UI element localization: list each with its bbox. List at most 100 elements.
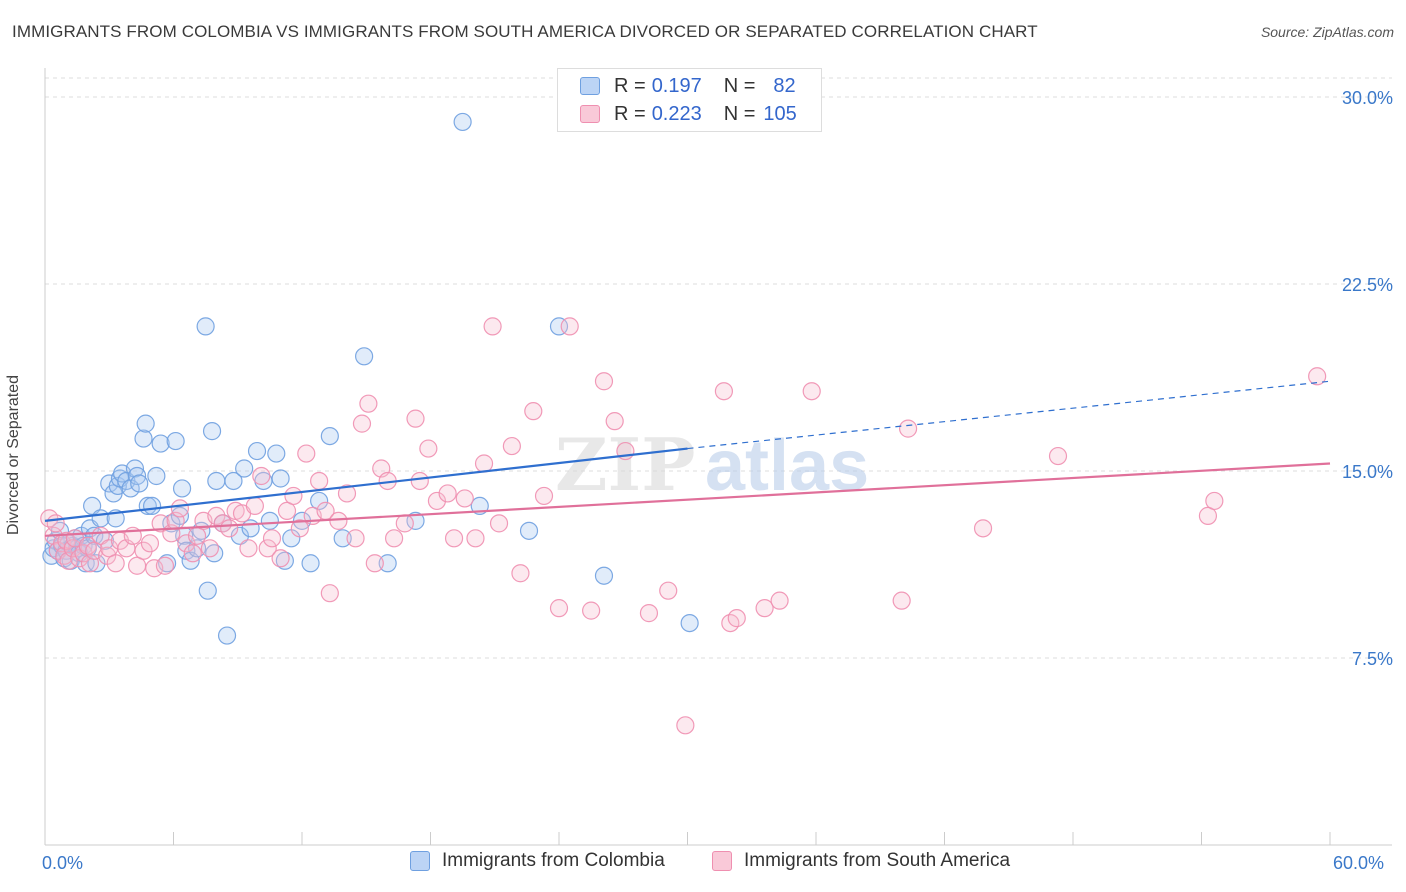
point-colombia	[453, 112, 472, 132]
legend-n-value: 105	[763, 102, 797, 125]
x-tick-label-max: 60.0%	[1333, 853, 1385, 873]
point-south-america	[410, 471, 429, 491]
point-south-america	[365, 554, 384, 573]
y-tick-label: 7.5%	[1352, 649, 1393, 669]
watermark: ZIP atlas	[555, 422, 869, 507]
point-colombia	[166, 431, 185, 451]
point-colombia	[310, 491, 329, 511]
point-south-america	[220, 519, 239, 538]
trend-line-colombia	[44, 447, 688, 522]
point-south-america	[534, 486, 554, 506]
point-south-america	[770, 591, 789, 610]
point-colombia	[136, 414, 155, 433]
point-south-america	[406, 409, 425, 428]
point-south-america	[802, 382, 821, 401]
point-colombia	[247, 441, 267, 461]
point-south-america	[145, 559, 164, 578]
point-south-america	[594, 372, 614, 391]
grid-lines	[45, 77, 1392, 659]
point-south-america	[676, 716, 695, 735]
trend-line-colombia-extension	[687, 380, 1331, 450]
point-south-america	[297, 444, 316, 463]
point-south-america	[320, 584, 339, 603]
point-south-america	[352, 414, 372, 433]
trend-line-south-america	[44, 462, 1331, 537]
point-colombia	[85, 526, 104, 545]
point-colombia	[202, 422, 222, 441]
point-colombia	[130, 474, 149, 493]
point-colombia	[271, 469, 290, 488]
point-colombia	[378, 554, 397, 573]
legend-swatch-colombia	[410, 851, 430, 871]
y-tick-label: 22.5%	[1342, 275, 1393, 295]
legend-item-colombia: Immigrants from Colombia	[410, 850, 665, 872]
point-south-america	[337, 484, 357, 503]
point-south-america	[245, 496, 264, 516]
point-south-america	[262, 529, 282, 548]
point-south-america	[1205, 491, 1224, 511]
point-south-america	[639, 604, 659, 623]
point-south-america	[489, 514, 509, 533]
y-tick-labels: 7.5% 15.0% 22.5% 30.0%	[1342, 88, 1393, 669]
point-south-america	[483, 317, 502, 336]
legend-swatch-south-america	[712, 851, 732, 871]
point-south-america	[605, 412, 624, 431]
x-tick-label-min: 0.0%	[42, 853, 84, 873]
point-south-america	[46, 514, 65, 533]
point-south-america	[474, 454, 494, 473]
point-south-america	[310, 471, 329, 491]
legend-r-value: 0.197	[651, 74, 702, 97]
point-colombia	[594, 566, 614, 585]
point-colombia	[230, 526, 249, 545]
point-south-america	[455, 489, 474, 508]
point-south-america	[395, 514, 414, 533]
point-south-america	[271, 549, 290, 568]
legend-row-colombia: R = 0.197 N = 82	[558, 73, 796, 99]
point-south-america	[207, 506, 226, 525]
point-south-america	[714, 382, 734, 401]
legend-n-label: N =	[723, 102, 756, 125]
point-south-america	[892, 591, 911, 610]
point-colombia	[224, 471, 243, 491]
point-colombia	[196, 317, 215, 336]
point-colombia	[519, 521, 539, 540]
point-south-america	[106, 554, 125, 573]
point-colombia	[301, 554, 320, 573]
point-south-america	[444, 529, 464, 548]
point-colombia	[127, 466, 147, 486]
legend-r-label: R =	[614, 102, 646, 125]
point-south-america	[973, 519, 993, 538]
point-south-america	[438, 484, 457, 503]
y-tick-label: 30.0%	[1342, 88, 1393, 108]
point-colombia	[355, 347, 374, 366]
point-colombia	[235, 459, 254, 478]
point-colombia	[125, 459, 145, 478]
watermark-zip: ZIP	[555, 422, 695, 507]
point-south-america	[755, 599, 774, 618]
point-colombia	[134, 429, 153, 448]
legend-item-south-america: Immigrants from South America	[712, 850, 1010, 872]
series-legend: Immigrants from Colombia Immigrants from…	[0, 850, 1406, 878]
legend-r-value: 0.223	[651, 102, 702, 125]
legend-r-label: R =	[614, 74, 646, 97]
trend-lines	[44, 380, 1331, 537]
point-south-america	[177, 534, 196, 553]
point-colombia	[267, 444, 286, 463]
correlation-legend: R = 0.197 N = 82 R = 0.223 N = 105	[557, 68, 822, 132]
legend-swatch-south-america	[580, 105, 600, 123]
point-colombia	[320, 426, 339, 446]
point-south-america	[727, 609, 746, 628]
source-label: Source: ZipAtlas.com	[1260, 24, 1394, 40]
chart-title: IMMIGRANTS FROM COLOMBIA VS IMMIGRANTS F…	[12, 22, 1038, 41]
point-south-america	[140, 534, 160, 553]
axes	[44, 68, 1392, 846]
point-south-america	[582, 601, 601, 620]
point-colombia	[549, 317, 569, 336]
point-south-america	[252, 466, 271, 486]
point-colombia	[241, 519, 260, 538]
point-south-america	[419, 439, 438, 458]
point-south-america	[511, 564, 530, 583]
point-south-america	[329, 511, 348, 530]
point-colombia	[207, 471, 226, 491]
point-south-america	[560, 317, 579, 336]
